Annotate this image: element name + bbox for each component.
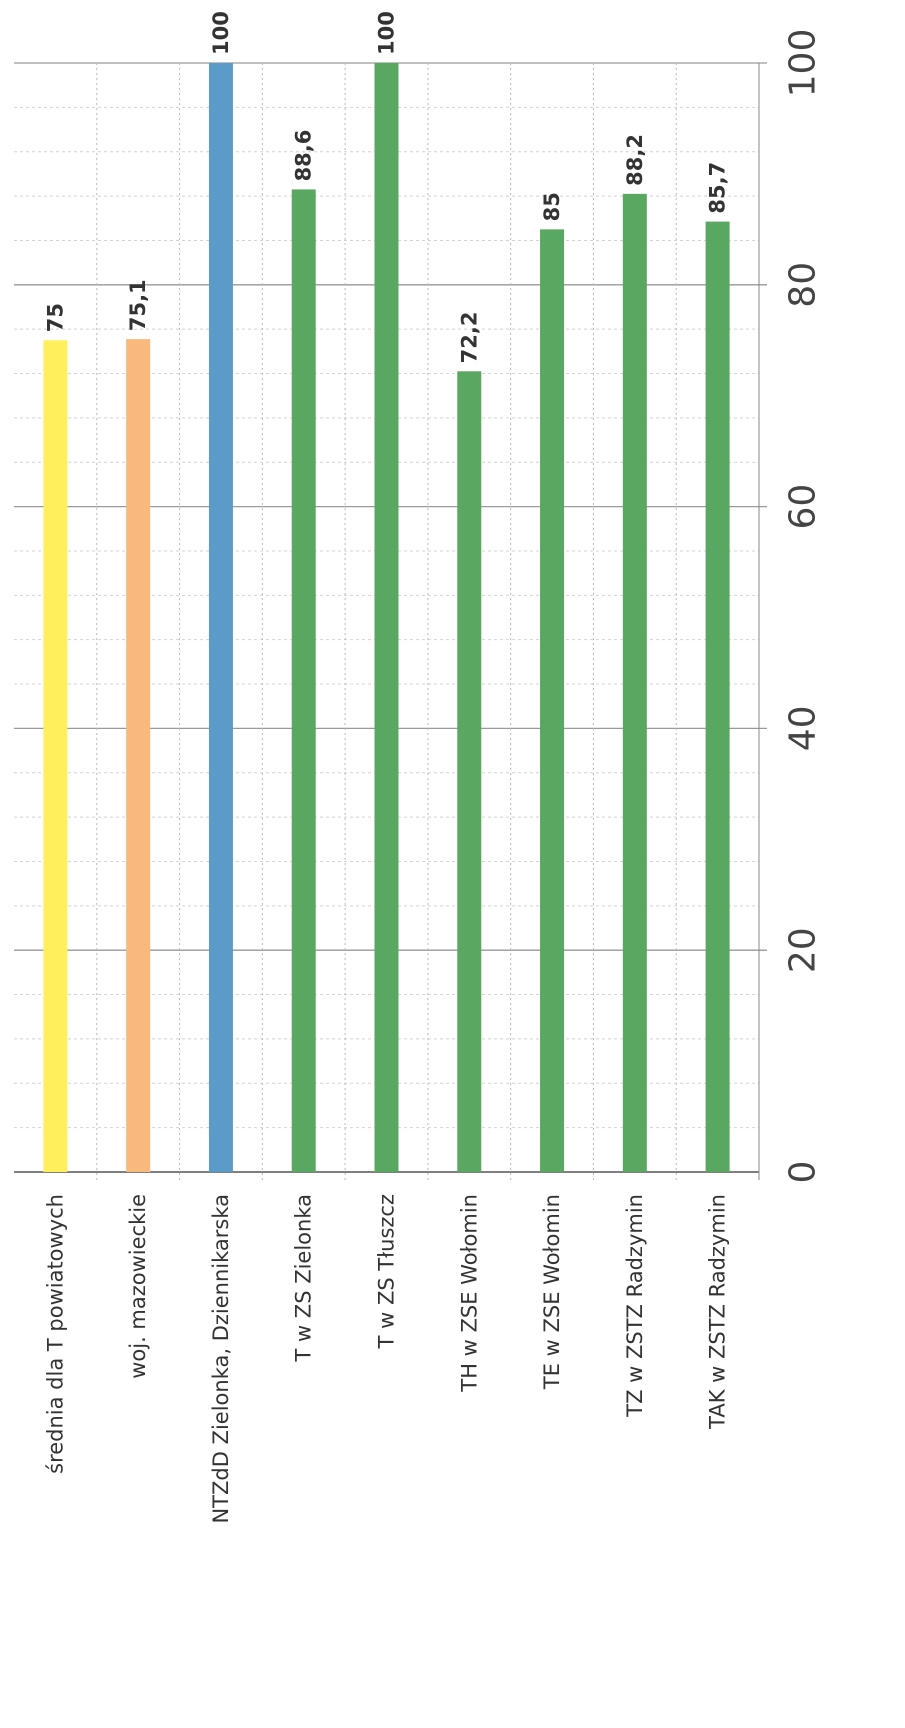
value-label: 75: [43, 303, 67, 332]
value-label: 100: [209, 11, 233, 55]
value-label: 72,2: [457, 311, 481, 363]
value-label: 88,6: [292, 130, 316, 182]
chart-tick-labels: 0 20 40 60 80 100: [783, 29, 824, 1184]
tick-label: 100: [783, 29, 824, 98]
category-label: T w ZS Tłuszcz: [375, 1194, 399, 1349]
tick-label: 60: [783, 484, 824, 530]
category-label: TH w ZSE Wołomin: [457, 1194, 481, 1393]
category-label: TAK w ZSTZ Radzymin: [706, 1194, 730, 1430]
tick-label: 0: [783, 1161, 824, 1184]
tick-label: 20: [783, 927, 824, 973]
category-label: woj. mazowieckie: [126, 1194, 150, 1379]
chart-bars: [43, 63, 730, 1173]
bar: [374, 63, 399, 1172]
category-label: NTZdD Zielonka, Dziennikarska: [209, 1194, 233, 1524]
bar: [622, 193, 647, 1172]
value-label: 100: [375, 11, 399, 55]
bar: [126, 339, 151, 1172]
chart-value-labels: 75 75,1 100 88,6 100 72,2 85 88,2 85,7: [43, 11, 729, 363]
bar: [705, 221, 730, 1172]
category-label: średnia dla T powiatowych: [43, 1194, 67, 1474]
category-label: TE w ZSE Wołomin: [540, 1194, 564, 1390]
value-label: 75,1: [126, 279, 150, 331]
value-label: 88,2: [623, 134, 647, 186]
bar: [540, 229, 565, 1173]
value-label: 85: [540, 192, 564, 221]
bar: [208, 63, 233, 1172]
category-label: TZ w ZSTZ Radzymin: [623, 1194, 647, 1418]
tick-label: 40: [783, 705, 824, 751]
bar: [457, 371, 482, 1172]
bar: [291, 189, 316, 1172]
tick-label: 80: [783, 262, 824, 308]
category-label: T w ZS Zielonka: [292, 1194, 316, 1363]
chart-category-labels: średnia dla T powiatowych woj. mazowiecki…: [43, 1194, 729, 1524]
value-label: 85,7: [706, 162, 730, 214]
bar: [43, 340, 68, 1172]
